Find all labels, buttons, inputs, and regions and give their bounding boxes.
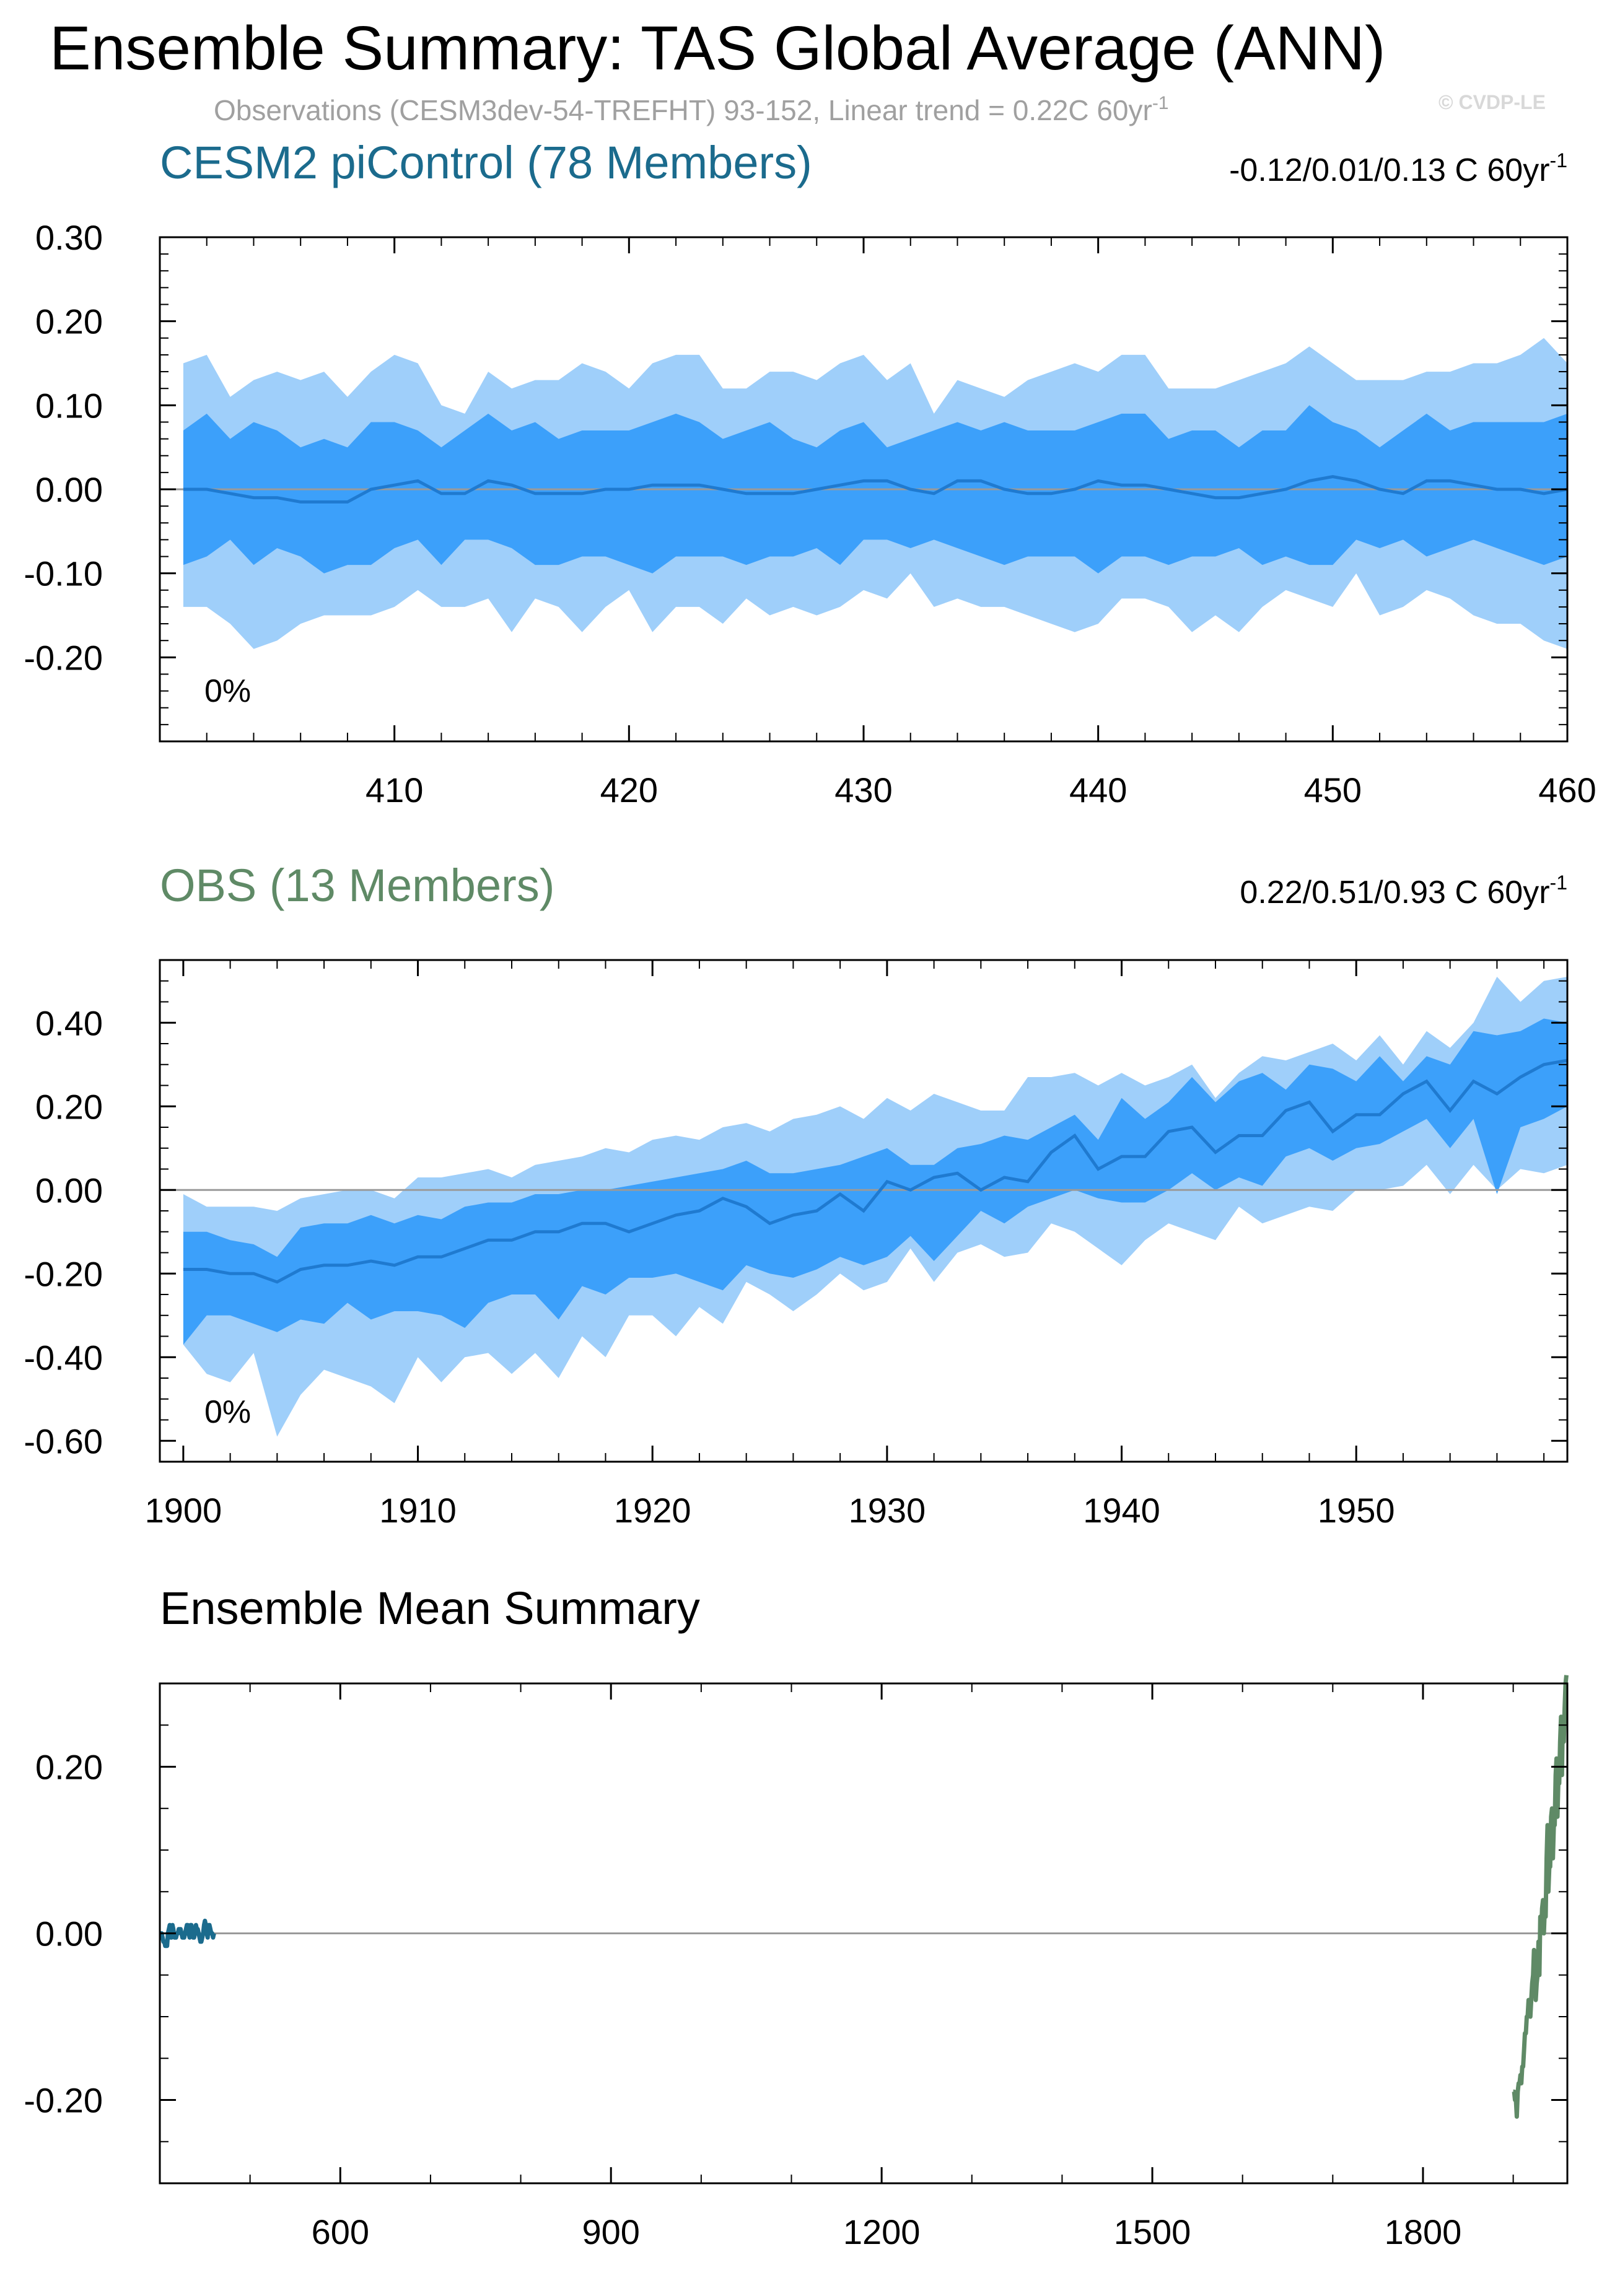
ensemble-mean-x-tick-label: 600 [312,2212,369,2251]
obs-x-tick-label: 1920 [614,1491,691,1530]
obs-x-tick-label: 1930 [849,1491,926,1530]
obs-y-tick-label: -0.60 [24,1421,103,1460]
obs-x-tick-label: 1940 [1083,1491,1160,1530]
picontrol-x-tick-label: 460 [1538,770,1596,810]
obs-y-tick-label: -0.20 [24,1254,103,1293]
picontrol-plot-area: 410 420 430 440 450 460 -0.20 -0.10 0.00 0.10 0.20… [24,218,1596,810]
obs-ensemble-mean-line [183,1059,1568,1284]
ensemble-mean-series-obs [1512,1675,1569,2119]
obs-y-tick-label: -0.40 [24,1338,103,1377]
obs-y-tick-label: 0.00 [35,1171,103,1210]
picontrol-x-tick-label: 430 [834,770,892,810]
obs-percent-label: 0% [204,1394,251,1430]
picontrol-ensemble-mean-line [183,475,1568,504]
ensemble-mean-x-tick-label: 1200 [843,2212,921,2251]
picontrol-x-tick-label: 450 [1304,770,1362,810]
picontrol-x-tick-label: 420 [600,770,658,810]
picontrol-y-tick-label: 0.10 [35,386,103,425]
obs-panel: OBS (13 Members) 0.22/0.51/0.93 C 60yr-1… [24,860,1569,1530]
picontrol-percent-label: 0% [204,673,251,709]
picontrol-trend: -0.12/0.01/0.13 C 60yr-1 [1229,149,1567,188]
obs-x-tick-label: 1900 [145,1491,222,1530]
ensemble-mean-y-tick-label: 0.00 [35,1914,103,1953]
obs-inner-band [183,1018,1568,1345]
picontrol-x-tick-label: 440 [1069,770,1127,810]
picontrol-y-tick-label: 0.20 [35,302,103,341]
ensemble-mean-panel: Ensemble Mean Summary 600 900 1200 1500 1800… [24,1582,1569,2251]
ensemble-mean-y-tick-label: 0.20 [35,1748,103,1787]
picontrol-y-tick-label: -0.20 [24,638,103,677]
picontrol-title: CESM2 piControl (78 Members) [160,137,812,188]
picontrol-x-tick-label: 410 [366,770,423,810]
obs-y-tick-label: 0.20 [35,1087,103,1126]
obs-title: OBS (13 Members) [160,860,554,911]
picontrol-y-tick-label: -0.10 [24,554,103,593]
ensemble-mean-x-tick-label: 900 [582,2212,639,2251]
figure-title: Ensemble Summary: TAS Global Average (AN… [50,14,1385,83]
obs-x-tick-label: 1910 [379,1491,457,1530]
obs-plot-area: 1900 1910 1920 1930 1940 1950 -0.60 -0.40 -0.20 0… [24,959,1569,1530]
picontrol-y-tick-label: 0.30 [35,218,103,257]
obs-trend: 0.22/0.51/0.93 C 60yr-1 [1240,871,1567,910]
ensemble-mean-y-tick-label: -0.20 [24,2081,103,2120]
copyright-label: © CVDP-LE [1438,91,1546,113]
ensemble-mean-x-tick-label: 1800 [1385,2212,1462,2251]
ensemble-mean-plot-area: 600 900 1200 1500 1800 -0.20 0.00 0.20 [24,1675,1569,2251]
obs-x-tick-label: 1950 [1318,1491,1395,1530]
ensemble-mean-series-picontrol [159,1918,216,1949]
obs-y-tick-label: 0.40 [35,1003,103,1042]
picontrol-y-tick-label: 0.00 [35,470,103,509]
observations-subtitle: Observations (CESM3dev-54-TREFHT) 93-152… [214,93,1169,126]
picontrol-panel: CESM2 piControl (78 Members) -0.12/0.01/… [24,137,1596,810]
ensemble-mean-x-tick-label: 1500 [1114,2212,1191,2251]
ensemble-mean-title: Ensemble Mean Summary [160,1582,700,1634]
